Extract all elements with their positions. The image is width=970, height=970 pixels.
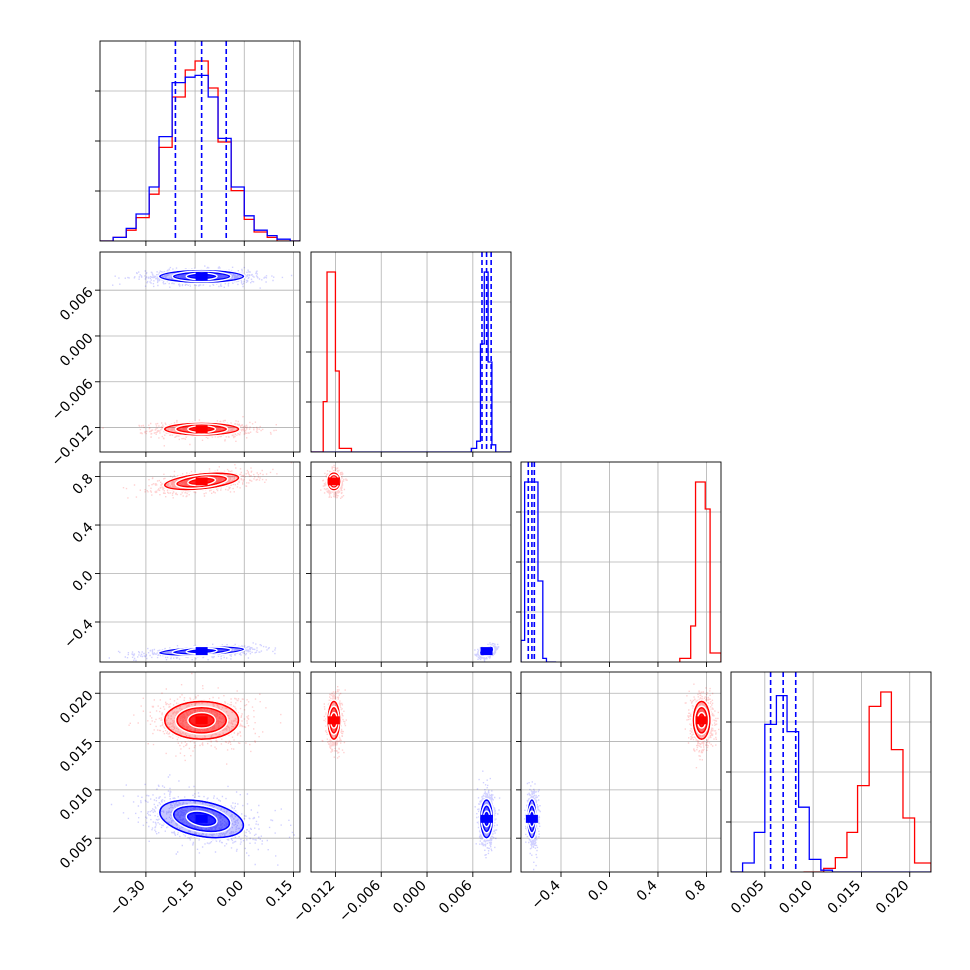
hist-content [521,462,721,662]
density-peak [195,477,208,486]
y-tick-label: 0.005 [57,833,97,873]
hist-content [100,41,300,241]
hist-panel-2 [516,461,722,667]
x-tick-label: −0.012 [290,878,338,926]
contour-outline [185,810,218,828]
density-peak [195,814,208,823]
contour-outline [187,711,217,729]
y-tick-label: 0.006 [57,284,97,324]
density-peak [327,716,340,725]
y-tick-label: 0.015 [57,736,97,776]
histogram-blue [521,481,557,662]
histogram-red [803,691,931,872]
density-peak [525,814,538,823]
contour-outline [162,471,241,492]
x-tick-label: 0.010 [776,878,816,918]
contour-outline [171,270,232,283]
contour-outline [162,699,241,742]
contour-outline [325,699,342,742]
contour-outline [478,797,495,840]
x-tick-label: −0.4 [528,877,563,912]
y-tick-label: 0.020 [57,688,97,728]
scatter-panel-3-2: −0.4 0.0 0.4 0.8 [516,671,722,913]
density-peak [480,647,493,656]
scatter-panel-2-0: −0.4 0.0 0.4 0.8 [61,461,301,667]
y-tick-label: 0.8 [70,471,97,498]
y-tick-label: 0.000 [57,330,97,370]
histogram-red [679,481,721,662]
x-tick-label: 0.005 [728,878,768,918]
histogram-red [311,271,353,452]
contour-outline [171,804,232,834]
density-peak [480,814,493,823]
hist-content [311,252,511,452]
x-tick-label: 0.006 [436,877,476,917]
panel-frame [310,461,512,663]
hist-content [731,672,931,872]
scatter-panel-2-1 [306,461,512,667]
x-tick-label: 0.0 [585,878,612,905]
panel-frame [99,461,301,663]
x-tick-label: 0.4 [634,877,661,904]
x-tick-label: 0.15 [263,878,296,911]
scatter-points [128,672,282,765]
contour-outline [174,705,229,736]
y-tick-label: −0.006 [49,376,97,424]
density-content [524,683,720,871]
panel-frame [99,251,301,453]
density-peak [195,716,208,725]
y-tick-label: 0.0 [70,568,97,595]
density-peak [195,425,208,434]
x-tick-label: 0.020 [873,878,913,918]
density-content [110,672,295,866]
contour-outline [162,421,241,438]
panel-frame [520,671,722,873]
x-tick-label: 0.015 [825,878,865,918]
y-tick-label: 0.010 [57,784,97,824]
x-tick-label: 0.8 [682,878,709,905]
x-tick-label: −0.006 [336,877,384,925]
x-tick-label: −0.30 [107,878,149,920]
density-peak [695,716,708,725]
contour-outline [157,644,246,658]
contour-outline [174,473,229,489]
x-tick-label: 0.00 [214,878,247,911]
contour-outline [325,471,342,492]
scatter-panel-3-0: −0.30 −0.15 0.00 0.15 0.005 0.010 0.015 0.020 [57,671,301,920]
contour-outline [691,699,712,742]
x-tick-label: 0.000 [390,878,430,918]
contour-outline [693,705,710,736]
panel-frame [310,671,512,873]
density-content [321,686,501,859]
hist-panel-3: 0.005 0.010 0.015 0.020 [726,671,932,918]
histogram-blue [731,694,931,872]
hist-panel-1 [306,251,512,457]
contour-outline [174,423,229,436]
contour-outline [478,644,495,658]
scatter-panel-1-0: −0.012−0.006 0.000 0.006 [49,251,301,470]
x-tick-label: −0.15 [156,878,198,920]
density-peak [195,647,208,656]
density-content [108,462,293,662]
panel-frame [99,671,301,873]
hist-panel-0 [95,40,301,246]
histogram-red [100,60,300,241]
histogram-blue [100,74,300,241]
scatter-panel-3-1: −0.012−0.006 0.000 0.006 [290,671,512,926]
y-tick-label: 0.4 [70,519,97,546]
contour-outline [157,797,246,840]
y-tick-label: −0.4 [61,616,96,651]
density-content [320,464,500,662]
contour-outline [157,268,246,285]
density-peak [327,477,340,486]
density-peak [195,272,208,281]
y-tick-label: −0.012 [49,422,97,470]
density-content [102,265,293,447]
histogram-blue [311,271,511,452]
